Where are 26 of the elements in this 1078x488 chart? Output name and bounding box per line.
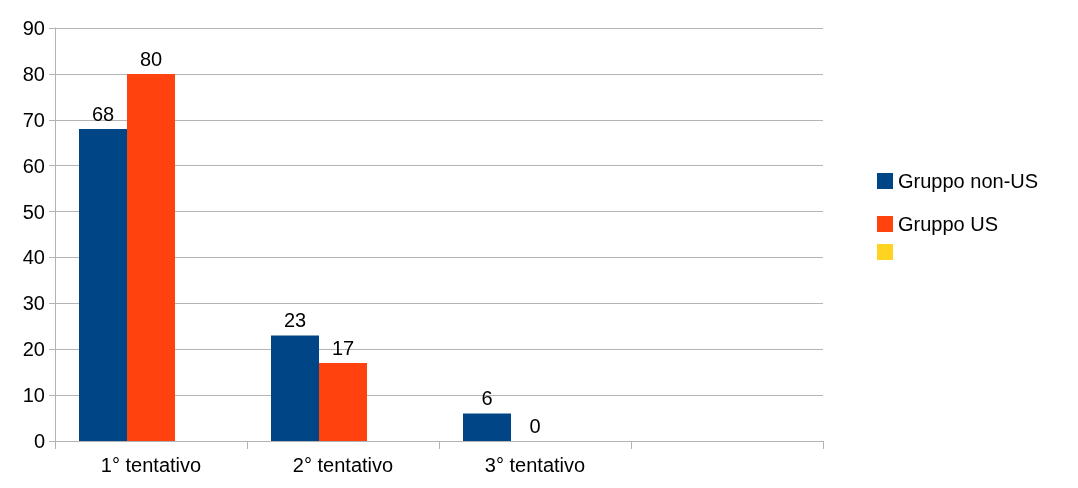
legend-label: Gruppo US: [898, 213, 999, 235]
data-label: 23: [283, 309, 307, 332]
data-label: 68: [91, 102, 115, 125]
y-tick-label: 70: [22, 108, 45, 131]
y-tick-label: 60: [22, 154, 45, 177]
y-tick-label: 80: [22, 62, 45, 85]
y-tick-label: 20: [22, 338, 45, 361]
y-tick-label: 90: [22, 17, 45, 39]
bar: [271, 335, 319, 441]
y-tick-label: 0: [33, 430, 45, 452]
bar: [79, 128, 127, 441]
legend-label: Gruppo non-US: [898, 170, 1039, 192]
bar: [127, 73, 175, 441]
data-label: 6: [481, 387, 493, 410]
x-tick-label: 2° tentativo: [292, 454, 394, 476]
data-label: 0: [529, 415, 541, 437]
y-tick-label: 10: [22, 384, 45, 407]
x-tick-label: 3° tentativo: [484, 454, 586, 476]
bar: [463, 413, 511, 441]
y-tick-label: 50: [22, 200, 45, 223]
bar: [319, 362, 367, 441]
data-label: 80: [139, 47, 163, 70]
y-tick-label: 30: [22, 292, 45, 315]
data-label: 17: [331, 336, 355, 359]
y-tick-label: 40: [22, 246, 45, 269]
x-tick-label: 1° tentativo: [100, 454, 202, 476]
